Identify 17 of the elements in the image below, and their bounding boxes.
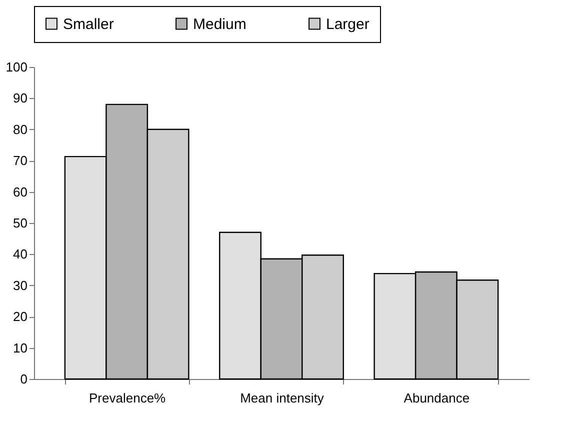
y-tick-label: 0	[20, 372, 28, 386]
y-tick-label: 10	[13, 340, 28, 356]
y-tick-label: 100	[6, 60, 28, 74]
y-tick-label: 60	[13, 184, 28, 200]
legend-label: Smaller	[63, 16, 114, 33]
y-tick-label: 90	[13, 90, 28, 106]
y-tick-label: 20	[13, 309, 28, 324]
y-tick-label: 80	[13, 122, 28, 137]
x-tick-label: Abundance	[404, 390, 470, 406]
y-tick-label: 40	[13, 246, 28, 262]
y-tick-label: 30	[13, 278, 28, 293]
legend-label: Larger	[326, 16, 370, 33]
y-tick-label: 70	[13, 153, 28, 168]
x-tick-label: Mean intensity	[240, 390, 324, 406]
y-tick-label: 50	[13, 216, 28, 230]
x-tick-label: Prevalence%	[89, 390, 166, 406]
legend-label: Medium	[193, 16, 246, 33]
